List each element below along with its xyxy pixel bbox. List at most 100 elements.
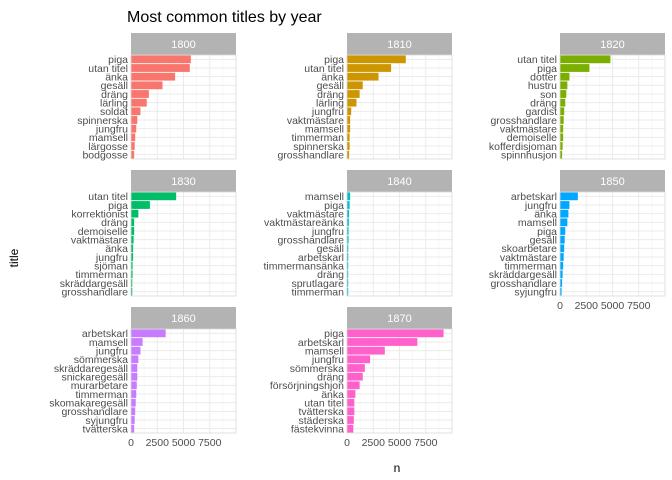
y-tick-label: änka xyxy=(321,71,344,83)
bar-hustru xyxy=(560,81,568,90)
y-tick-label: änka xyxy=(534,208,557,220)
y-tick-label: gesäll xyxy=(317,80,344,92)
y-tick-label: skräddargesäll xyxy=(60,278,128,290)
y-tick-label: timmermansänka xyxy=(263,260,344,272)
bar-tvätterska xyxy=(347,407,355,416)
y-tick-label: mamsell xyxy=(305,345,344,357)
facet-strip-label: 1840 xyxy=(387,176,411,188)
y-tick-label: gesäll xyxy=(101,80,128,92)
bar-timmerman xyxy=(347,287,349,296)
y-tick-label: dräng xyxy=(317,371,344,383)
bar-arbetskarl xyxy=(347,338,418,346)
y-tick-label: son xyxy=(540,89,557,101)
bar-piga xyxy=(347,201,350,209)
facet-strip xyxy=(131,33,236,55)
y-tick-label: timmerman xyxy=(75,389,128,401)
bar-änka xyxy=(347,390,356,398)
facet-panel-border xyxy=(130,54,237,160)
facet-strip-label: 1810 xyxy=(387,39,411,51)
y-tick-label: dräng xyxy=(317,269,344,281)
bar-försörjningshjon xyxy=(347,381,360,390)
bar-jungfru xyxy=(131,346,141,355)
y-tick-label: dotter xyxy=(530,71,557,83)
y-tick-label: utan titel xyxy=(304,63,344,75)
y-tick-label: lärling xyxy=(316,97,344,109)
y-tick-label: vaktmästare xyxy=(287,115,344,127)
y-tick-label: mamsell xyxy=(89,132,128,144)
bar-skoarbetare xyxy=(560,244,565,253)
y-tick-label: mamsell xyxy=(305,123,344,135)
y-axis-title: title xyxy=(7,248,21,267)
bar-skomakaregesäll xyxy=(131,398,136,407)
y-tick-label: fästekvinna xyxy=(291,423,344,435)
facet-strip-label: 1850 xyxy=(600,176,624,188)
chart-title: Most common titles by year xyxy=(127,9,322,26)
x-tick-label: 2500 xyxy=(362,437,386,449)
y-tick-label: jungfru xyxy=(95,252,128,264)
bar-mamsell xyxy=(347,124,351,133)
bar-utan-titel xyxy=(347,398,355,407)
bar-syjungfru xyxy=(131,416,135,424)
y-tick-label: piga xyxy=(324,54,344,66)
bar-sjöman xyxy=(131,261,133,270)
y-tick-label: vaktmästare xyxy=(71,234,128,246)
facet-strip-label: 1800 xyxy=(171,39,195,51)
bar-murarbetare xyxy=(131,381,137,390)
y-tick-label: piga xyxy=(324,328,344,340)
y-tick-label: tvätterska xyxy=(82,423,128,435)
facet-panel-1830: 1830 utan titelpigakorrektionistdrängdemo… xyxy=(60,170,237,298)
y-tick-label: lärgosse xyxy=(88,141,128,153)
facet-strip xyxy=(131,307,236,329)
bar-dräng xyxy=(560,98,566,107)
x-tick-label: 0 xyxy=(344,437,350,449)
y-tick-label: försörjningshjon xyxy=(270,380,344,392)
y-tick-label: spinnerska xyxy=(77,115,128,127)
facet-strip xyxy=(560,33,665,55)
bar-änka xyxy=(131,72,176,81)
x-tick-label: 2500 xyxy=(575,300,599,312)
bar-jungfru xyxy=(347,227,349,235)
bar-mamsell xyxy=(131,338,143,346)
facet-panel-border xyxy=(346,191,453,297)
y-tick-label: spinnerska xyxy=(293,141,344,153)
bar-grosshandlare xyxy=(560,279,563,287)
bar-bodgosse xyxy=(131,150,135,159)
x-tick-label: 7500 xyxy=(414,437,438,449)
y-tick-label: timmerman xyxy=(504,260,557,272)
bar-grosshandlare xyxy=(131,407,136,416)
y-tick-label: timmerman xyxy=(291,132,344,144)
bar-vaktmästare xyxy=(560,253,564,261)
y-tick-label: piga xyxy=(537,63,557,75)
bar-timmerman xyxy=(131,390,137,398)
bar-spinnerska xyxy=(131,116,138,124)
y-tick-label: piga xyxy=(537,226,557,238)
y-tick-label: grosshandlare xyxy=(61,286,128,298)
y-tick-label: skräddaregesäll xyxy=(54,363,128,375)
bar-piga xyxy=(347,329,444,338)
facet-strip-label: 1870 xyxy=(387,313,411,325)
y-tick-label: grosshandlare xyxy=(277,149,344,161)
bar-gesäll xyxy=(347,81,363,90)
bar-piga xyxy=(131,55,191,64)
bar-spinnerska xyxy=(347,142,350,150)
bar-jungfru xyxy=(131,253,134,261)
bar-skräddargesäll xyxy=(560,270,563,279)
bar-tvätterska xyxy=(131,424,135,433)
bar-vaktmästare xyxy=(347,116,351,124)
bar-fästekvinna xyxy=(347,424,354,433)
bar-grosshandlare xyxy=(347,150,350,159)
bar-utan-titel xyxy=(131,64,190,72)
y-tick-label: utan titel xyxy=(304,397,344,409)
y-tick-label: skomakaregesäll xyxy=(49,397,128,409)
bar-vaktmästareänka xyxy=(347,218,349,227)
y-tick-label: vaktmästare xyxy=(500,252,557,264)
x-axis-title: n xyxy=(394,461,401,475)
bar-piga xyxy=(560,64,590,72)
y-tick-label: gardist xyxy=(525,106,557,118)
bar-spinnhusjon xyxy=(560,150,563,159)
y-tick-label: dräng xyxy=(530,97,557,109)
bar-änka xyxy=(131,244,134,253)
